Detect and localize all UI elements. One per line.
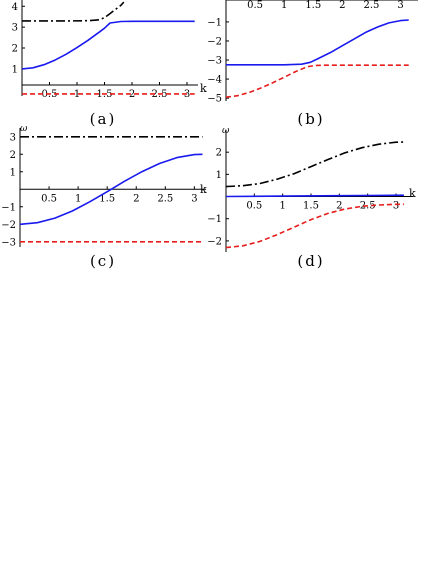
y-tick-label: −2 <box>207 36 222 47</box>
series-line-solid <box>19 153 203 226</box>
y-tick-label: 1 <box>216 170 222 181</box>
x-tick-label: 0.5 <box>246 201 262 212</box>
x-tick-label: 2 <box>133 193 139 204</box>
x-tick-label: 3 <box>191 193 197 204</box>
y-tick-label: 1 <box>12 64 18 75</box>
x-tick-label: 2.5 <box>364 0 380 11</box>
x-tick-label: 3 <box>393 201 399 212</box>
x-tick-label: 3 <box>397 0 403 11</box>
xlabel-d: k <box>409 187 416 200</box>
x-tick-label: 0.5 <box>41 193 57 204</box>
y-tick-label: −2 <box>1 220 16 231</box>
ylabel-c: ω <box>20 124 28 134</box>
series-line-solid <box>21 20 195 70</box>
y-tick-label: −4 <box>207 75 222 86</box>
y-tick-label: 2 <box>10 150 16 161</box>
y-tick-label: −5 <box>207 94 222 105</box>
y-tick-label: −1 <box>207 17 222 28</box>
x-tick-label: 2 <box>339 0 345 11</box>
xlabel-a: k <box>200 82 207 95</box>
y-tick-label: 2 <box>12 44 18 55</box>
y-tick-label: 2 <box>216 148 222 159</box>
x-tick-label: 1.5 <box>305 0 321 11</box>
caption-a: (a) <box>90 110 117 128</box>
x-tick-label: 2.5 <box>157 193 173 204</box>
series-line-dashed <box>225 203 404 249</box>
x-tick-label: 1.5 <box>303 201 319 212</box>
series-line-dashdot <box>225 141 404 188</box>
y-tick-label: −3 <box>1 237 16 248</box>
caption-b: (b) <box>297 110 324 128</box>
x-tick-label: 2 <box>336 201 342 212</box>
y-tick-label: 4 <box>12 2 18 13</box>
y-tick-label: −1 <box>1 202 16 213</box>
caption-c: (c) <box>90 252 116 270</box>
x-tick-label: 1 <box>75 193 81 204</box>
series-line-solid <box>225 194 404 198</box>
y-tick-label: 3 <box>12 23 18 34</box>
y-tick-label: −1 <box>207 214 222 225</box>
x-tick-label: 0.5 <box>247 0 263 11</box>
y-tick-label: 1 <box>10 167 16 178</box>
series-line-dashed <box>225 64 409 98</box>
series-line-solid <box>226 19 409 66</box>
x-tick-label: 1.5 <box>99 193 115 204</box>
y-tick-label: −2 <box>207 236 222 247</box>
caption-d: (d) <box>297 252 324 270</box>
x-tick-label: 1 <box>74 89 80 100</box>
panel-b: 0.5 1 1.5 2 2.5 3 −1 −2 −3 −4 −5 <box>207 0 418 105</box>
x-tick-label: 1 <box>281 0 287 11</box>
panel-c: 0.5 1 1.5 2 2.5 3 3 2 1 −1 −2 −3 <box>1 128 206 248</box>
y-tick-label: −3 <box>207 56 222 67</box>
y-tick-label: 3 <box>10 132 16 143</box>
x-tick-label: 2 <box>129 89 135 100</box>
panel-d: 0.5 1 1.5 2 2.5 321−1−2 <box>207 130 413 252</box>
x-tick-label: 1 <box>279 201 285 212</box>
